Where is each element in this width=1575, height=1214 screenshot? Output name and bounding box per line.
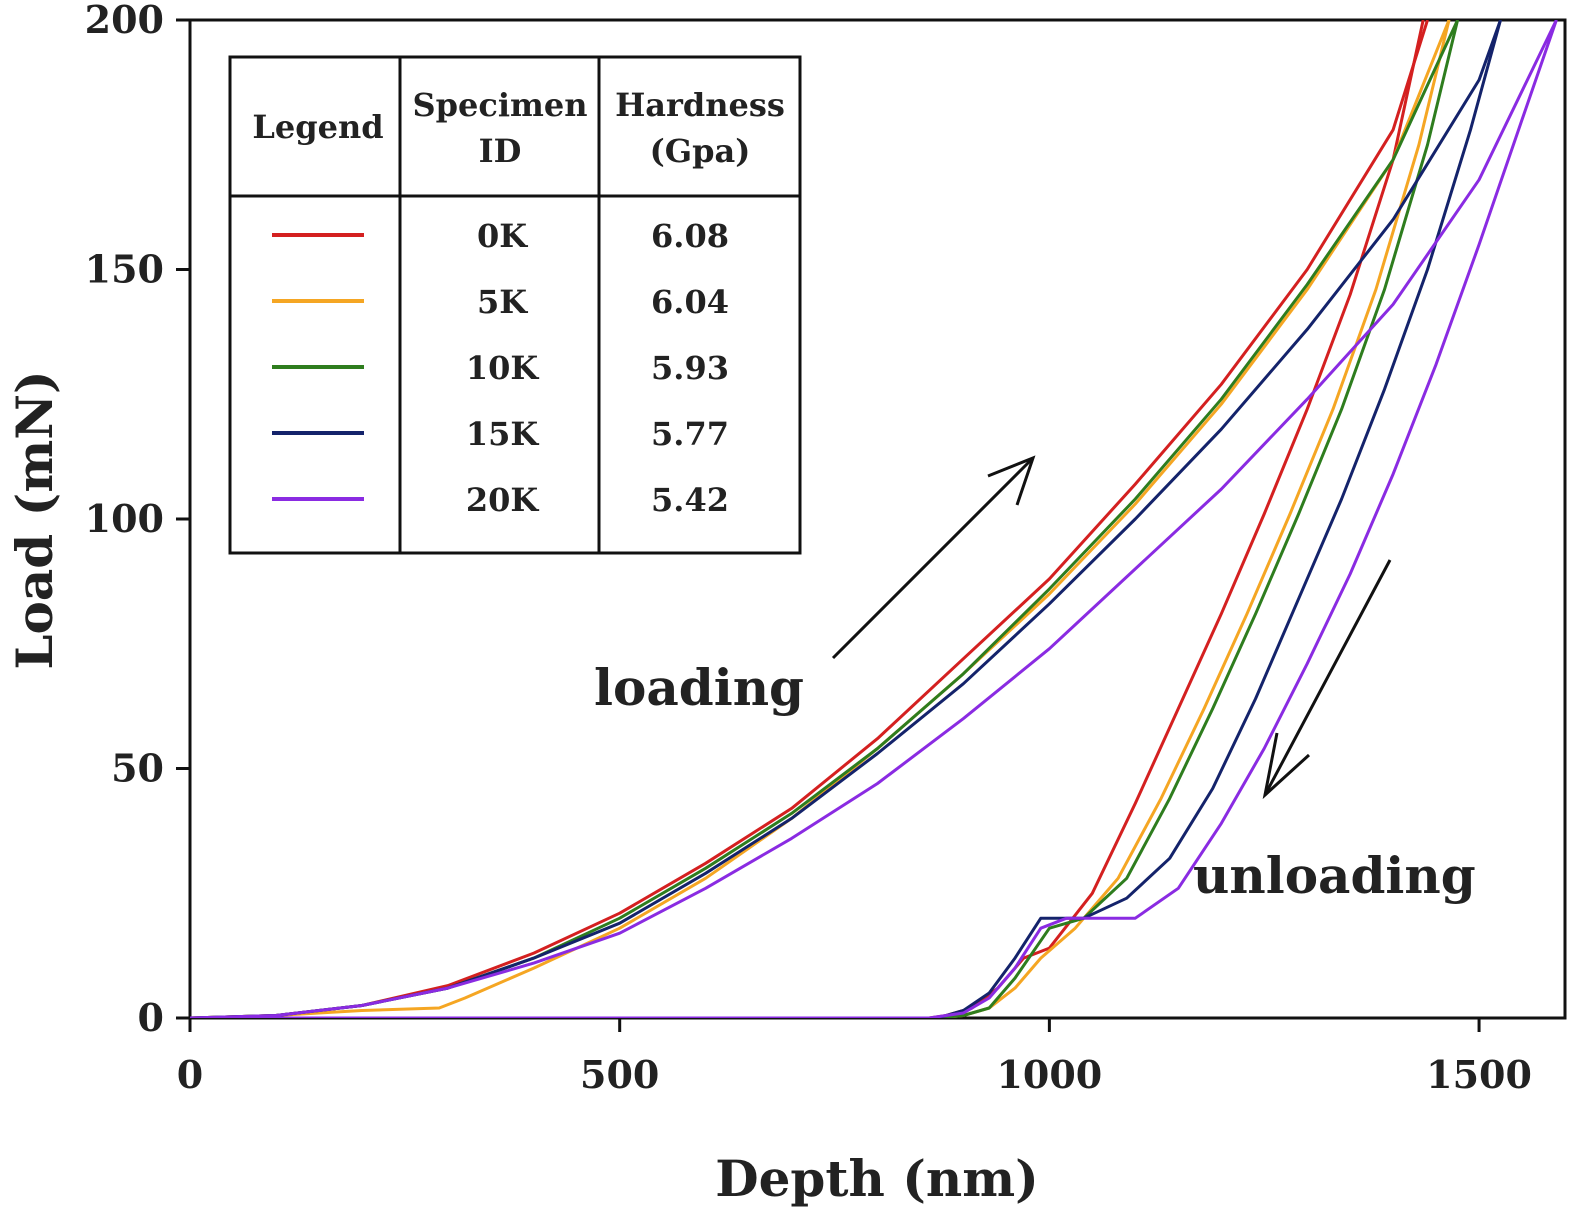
axes-layer: 0 500 1000 1500 0 50 100 150 200: [85, 0, 1532, 1097]
y-tick-label: 50: [111, 746, 164, 791]
y-tick-label: 100: [85, 496, 164, 541]
y-tick-label: 0: [138, 995, 164, 1040]
unloading-arrowhead: [1262, 732, 1311, 800]
legend-hardness-value: 5.93: [651, 349, 729, 387]
x-tick-label: 0: [177, 1052, 203, 1097]
legend-specimen-id: 5K: [477, 283, 528, 321]
arrows: [831, 455, 1392, 800]
series-10k-unloading-line: [190, 20, 1460, 1018]
x-axis-title: Depth (nm): [715, 1149, 1039, 1208]
legend-specimen-id: 10K: [466, 349, 540, 387]
legend-hardness-value: 5.42: [651, 481, 729, 519]
x-tick-label: 500: [580, 1052, 659, 1097]
y-tick-label: 200: [85, 0, 164, 42]
legend-hardness-value: 6.04: [651, 283, 729, 321]
y-tick-label: 150: [85, 247, 164, 292]
legend-header-specimen-id: Specimen ID: [413, 86, 588, 170]
series-20k-loading-line: [190, 20, 1558, 1018]
legend-hardness-value: 5.77: [651, 415, 729, 453]
loading-arrowhead: [987, 455, 1036, 506]
y-axis-title: Load (mN): [5, 370, 64, 669]
unloading-arrow: [1263, 559, 1392, 796]
legend-header-legend: Legend: [252, 108, 383, 146]
legend-specimen-id: 20K: [466, 481, 540, 519]
x-tick-label: 1000: [996, 1052, 1102, 1097]
series-layer: [190, 20, 1558, 1018]
loading-label: loading: [594, 658, 804, 717]
legend-hardness-value: 6.08: [651, 217, 729, 255]
loading-arrow: [831, 456, 1035, 660]
legend-header-hardness: Hardness (Gpa): [615, 86, 785, 170]
x-tick-label: 1500: [1426, 1052, 1532, 1097]
series-15k-unloading-line: [190, 20, 1502, 1018]
unloading-label: unloading: [1193, 846, 1476, 905]
legend-specimen-id: 15K: [466, 415, 540, 453]
legend-table: Legend Specimen ID Hardness (Gpa) 0K 6.08 5K…: [228, 55, 802, 555]
series-20k-unloading-line: [190, 20, 1558, 1018]
legend-specimen-id: 0K: [477, 217, 528, 255]
legend-table-border: [228, 55, 802, 555]
legend-rows: 0K 6.08 5K 6.04 10K 5.93 15K 5.77 20K 5.42: [272, 217, 729, 519]
